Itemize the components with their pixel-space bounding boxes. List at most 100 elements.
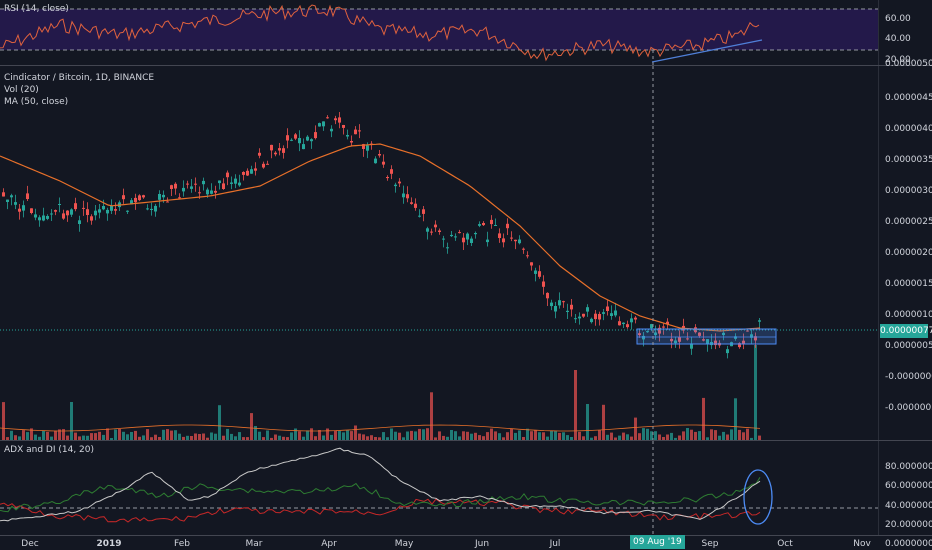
candle-body — [38, 217, 41, 221]
volume-bar — [390, 428, 393, 440]
candle-body — [622, 322, 625, 324]
volume-bar — [162, 429, 165, 440]
volume-bar — [754, 345, 757, 440]
volume-bar — [246, 437, 249, 440]
volume-bar — [482, 436, 485, 440]
volume-bar — [142, 435, 145, 440]
volume-bar — [506, 432, 509, 440]
volume-bar — [290, 432, 293, 440]
candle-body — [454, 236, 457, 238]
candle-body — [162, 194, 165, 198]
range-box — [636, 328, 777, 345]
volume-bar — [214, 433, 217, 440]
candle-body — [6, 199, 9, 202]
candle-body — [386, 177, 389, 179]
candle-body — [670, 338, 673, 342]
volume-bar — [570, 437, 573, 440]
volume-bar — [222, 435, 225, 440]
candle-body — [314, 132, 317, 139]
candle-body — [426, 228, 429, 232]
time-label: Feb — [174, 539, 190, 549]
volume-bar — [398, 432, 401, 440]
adx-plot[interactable] — [0, 441, 878, 535]
candle-body — [590, 318, 593, 323]
adx-axis[interactable]: 80.00000000 60.00000000 40.00000000 20.0… — [878, 441, 932, 549]
time-label: Dec — [21, 539, 39, 549]
volume-bar — [510, 428, 513, 440]
volume-bar — [186, 435, 189, 440]
volume-bar — [34, 434, 37, 440]
ma-legend[interactable]: MA (50, close) — [4, 97, 69, 107]
adx-tick: 0.00000000 — [885, 539, 932, 549]
candle-body — [230, 182, 233, 184]
volume-bar — [326, 428, 329, 440]
volume-bar — [102, 434, 105, 440]
volume-bar — [414, 431, 417, 440]
volume-bar — [582, 436, 585, 440]
volume-bar — [370, 435, 373, 440]
volume-bar — [134, 430, 137, 440]
candle-body — [154, 205, 157, 212]
volume-bar — [698, 431, 701, 440]
volume-legend[interactable]: Vol (20) — [4, 85, 39, 95]
candle-body — [174, 183, 177, 189]
volume-bar — [646, 428, 649, 440]
time-label: 2019 — [96, 539, 122, 549]
rsi-tick-60: 60.00 — [885, 14, 911, 24]
rsi-axis[interactable]: 60.00 40.00 20.00 — [878, 0, 932, 65]
volume-bar — [486, 432, 489, 440]
volume-bar — [402, 437, 405, 440]
candle-body — [294, 134, 297, 139]
candle-body — [330, 128, 333, 132]
volume-bar — [726, 434, 729, 440]
candle-body — [378, 154, 381, 156]
candle-body — [58, 204, 61, 205]
candle-body — [690, 343, 693, 349]
candle-body — [26, 193, 29, 199]
candle-body — [666, 321, 669, 325]
symbol-legend[interactable]: Cindicator / Bitcoin, 1D, BINANCE — [4, 73, 155, 83]
volume-bar — [358, 433, 361, 440]
volume-bar — [338, 431, 341, 440]
rsi-legend[interactable]: RSI (14, close) — [4, 4, 69, 14]
time-label: Sep — [701, 539, 719, 549]
volume-bar — [270, 437, 273, 440]
candle-body — [746, 330, 749, 332]
candle-body — [170, 185, 173, 189]
volume-bar — [742, 432, 745, 440]
price-plot[interactable] — [0, 66, 878, 440]
candle-body — [62, 213, 65, 219]
candle-body — [262, 163, 265, 168]
volume-bar — [750, 437, 753, 440]
rsi-plot[interactable] — [0, 0, 878, 65]
adx-pane[interactable]: ADX and DI (14, 20) 80.00000000 60.00000… — [0, 441, 932, 549]
candle-body — [510, 237, 513, 239]
volume-bar — [690, 429, 693, 440]
volume-bar — [586, 404, 589, 440]
candle-body — [598, 314, 601, 320]
candle-body — [526, 255, 529, 257]
candle-body — [218, 180, 221, 184]
candle-body — [438, 230, 441, 232]
candle-body — [726, 349, 729, 354]
candle-body — [754, 336, 757, 341]
price-pane[interactable]: Cindicator / Bitcoin, 1D, BINANCE Vol (2… — [0, 59, 932, 440]
price-tick: -0.00000050 — [885, 403, 932, 413]
volume-bar — [98, 431, 101, 440]
candle-body — [722, 332, 725, 336]
candle-body — [702, 339, 705, 341]
candle-body — [142, 195, 145, 198]
last-price-label: 0.00000077 — [880, 324, 932, 338]
candle-body — [618, 321, 621, 326]
rsi-pane[interactable]: RSI (14, close) 60.00 40.00 20.00 — [0, 0, 932, 65]
pane-separator[interactable] — [0, 440, 932, 441]
adx-legend[interactable]: ADX and DI (14, 20) — [4, 445, 94, 455]
volume-bar — [78, 436, 81, 440]
candle-body — [470, 238, 473, 243]
candle-body — [738, 343, 741, 348]
pane-separator[interactable] — [0, 65, 932, 66]
